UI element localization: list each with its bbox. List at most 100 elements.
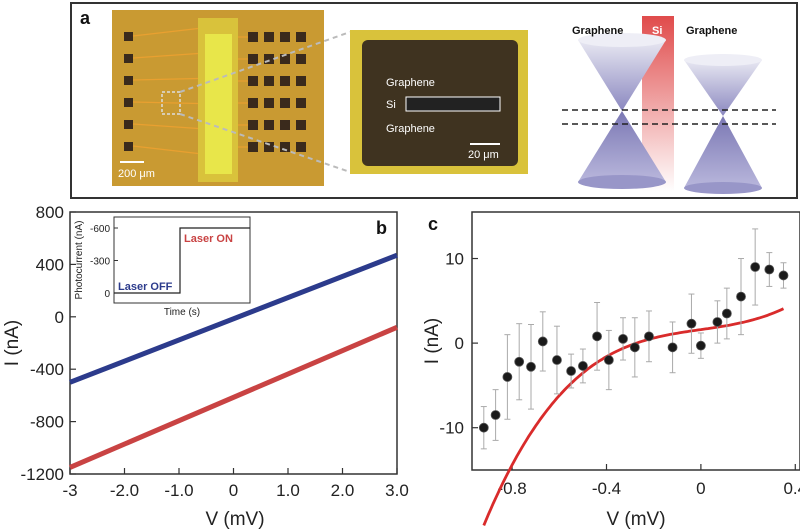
- chart-b-ylabel: I (nA): [2, 320, 23, 366]
- chart-b-ytick-label: 0: [55, 308, 64, 327]
- chart-c-data-point: [603, 355, 614, 365]
- contact-pad: [124, 142, 133, 151]
- chart-c-data-point: [736, 291, 746, 302]
- chart-b-xtick-label: 0: [229, 481, 238, 500]
- micrograph-scale-bar: 200 μm: [118, 168, 155, 180]
- chart-c-data-point: [566, 366, 577, 376]
- inset-ylabel: Photocurrent (nA): [74, 221, 85, 300]
- contact-pad: [296, 142, 306, 152]
- chart-c-data-point: [695, 340, 706, 351]
- chart-b-inset: -600 -300 0 Time (s) Photocurrent (nA) Las…: [74, 216, 251, 318]
- zoom-layer-top: Graphene: [386, 77, 435, 89]
- chart-b-series-line: [69, 252, 398, 385]
- contact-pads: [124, 27, 306, 155]
- contact-pad: [280, 32, 290, 42]
- contact-pad: [264, 32, 274, 42]
- band-label-left: Graphene: [572, 25, 623, 37]
- chart-c-data-point: [644, 331, 654, 342]
- contact-pad: [264, 120, 274, 130]
- contact-pad: [124, 120, 133, 129]
- chart-b-ytick-label: -1200: [21, 465, 64, 484]
- chart-c-fit-curve: [482, 307, 785, 526]
- panel-a-label: a: [80, 8, 91, 28]
- contact-pad: [296, 76, 306, 86]
- chart-c-xtick-label: -0.4: [592, 479, 621, 498]
- chart-c-data-point: [592, 331, 602, 342]
- zoom-layer-si: Si: [386, 99, 396, 111]
- chart-c-data-point: [478, 422, 489, 433]
- contact-pad: [264, 54, 274, 64]
- contact-pad: [248, 98, 258, 108]
- contact-pad: [124, 76, 133, 85]
- chart-c-xlabel: V (mV): [606, 509, 665, 529]
- contact-pad: [248, 142, 258, 152]
- contact-pad: [248, 54, 258, 64]
- contact-pad: [296, 54, 306, 64]
- chart-b-ytick-label: -800: [30, 413, 64, 432]
- contact-trace: [132, 145, 199, 155]
- chart-c-data-point: [778, 270, 789, 281]
- chart-c-data-point: [618, 333, 628, 344]
- band-diagram: Graphene Si Graphene: [562, 16, 776, 194]
- contact-pad: [124, 54, 133, 63]
- chart-b-xtick-label: 3.0: [385, 481, 409, 500]
- contact-pad: [280, 76, 290, 86]
- contact-pad: [280, 54, 290, 64]
- contact-pad: [124, 32, 133, 41]
- chart-c-data-point: [537, 336, 548, 347]
- panel-a-graphic: a 200 μm Graphene Si Graphene 20 μm: [80, 8, 776, 194]
- contact-pad: [280, 120, 290, 130]
- inset-ytick-label: 0: [104, 289, 110, 300]
- contact-pad: [248, 76, 258, 86]
- contact-pad: [264, 76, 274, 86]
- panel-b-label: b: [376, 218, 387, 238]
- contact-pad: [248, 120, 258, 130]
- contact-trace: [132, 101, 199, 105]
- contact-trace: [132, 27, 199, 37]
- contact-pad: [248, 32, 258, 42]
- chart-c-ylabel: I (nA): [422, 318, 443, 364]
- panel-a: a 200 μm Graphene Si Graphene 20 μm: [70, 2, 798, 199]
- chart-b-xlabel: V (mV): [205, 509, 264, 529]
- contact-pad: [264, 98, 274, 108]
- contact-pad: [280, 98, 290, 108]
- band-label-right: Graphene: [686, 25, 737, 37]
- chart-c-ytick-label: 10: [445, 250, 464, 269]
- chart-c-data-point: [514, 356, 525, 367]
- contact-trace: [132, 52, 199, 59]
- zoom-scale-bar: 20 μm: [468, 149, 499, 161]
- chart-c-data-point: [750, 262, 761, 272]
- chart-c-xtick-label: 0: [696, 479, 705, 498]
- inset-annotation-off: Laser OFF: [118, 281, 173, 293]
- chart-c-data-point: [578, 361, 588, 371]
- inset-annotation-on: Laser ON: [184, 233, 233, 245]
- band-label-si: Si: [652, 25, 662, 37]
- chart-c-ytick-label: -10: [439, 419, 464, 438]
- chart-b-xtick-label: -3: [62, 481, 77, 500]
- chart-c-data-point: [526, 361, 536, 372]
- chart-c-data-point: [502, 372, 513, 382]
- chart-c-data-point: [629, 342, 640, 353]
- contact-pad: [296, 32, 306, 42]
- inset-xlabel: Time (s): [164, 307, 200, 318]
- zoom-layer-bottom: Graphene: [386, 123, 435, 135]
- contact-trace: [132, 77, 199, 81]
- chart-c-data-point: [490, 410, 501, 420]
- chart-b-series-line: [69, 324, 398, 470]
- chart-b-xtick-label: 2.0: [331, 481, 355, 500]
- panel-c-label: c: [428, 214, 438, 234]
- chart-c-xtick-label: -0.8: [497, 479, 526, 498]
- device-micrograph: 200 μm: [112, 10, 324, 186]
- chart-c-data-point: [721, 308, 732, 319]
- contact-trace: [132, 123, 199, 130]
- chart-c-ytick-label: 0: [455, 334, 464, 353]
- chart-b-ytick-label: -400: [30, 360, 64, 379]
- chart-c: c 10 0 -10 -0.8 -0.4 0 0.4 V (mV) I (nA): [422, 211, 800, 529]
- contact-pad: [296, 120, 306, 130]
- chart-b-ytick-label: 400: [36, 255, 64, 274]
- chart-c-data-point: [552, 355, 562, 365]
- chart-c-data-point: [686, 318, 697, 329]
- contact-pad: [264, 142, 274, 152]
- chart-c-data-point: [667, 342, 678, 353]
- chart-b: b 800 400 0 -400 -800 -1200 -3 -2.0 -1.0 0 1.0 2.0…: [2, 203, 409, 529]
